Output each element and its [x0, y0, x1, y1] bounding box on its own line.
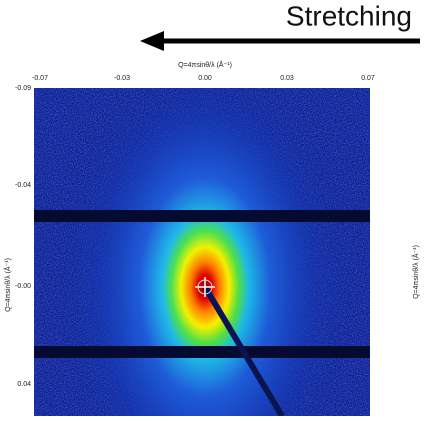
- second-panel-y-label: Q=4πsinθ/λ (Å⁻¹): [411, 245, 420, 299]
- x-tick-label: -0.03: [114, 75, 130, 82]
- y-tick-label: 0.04: [17, 381, 31, 388]
- x-tick-label: -0.07: [32, 75, 48, 82]
- x-tick-label: 0.07: [361, 75, 375, 82]
- y-tick-label: -0.04: [15, 182, 31, 189]
- scattering-pattern: [34, 88, 370, 416]
- x-tick-label: 0.00: [198, 75, 212, 82]
- y-tick-label: -0.09: [15, 85, 31, 92]
- title: Stretching: [286, 0, 412, 31]
- y-axis-label: Q=4πsinθ/λ (Å⁻¹): [3, 258, 12, 312]
- arrow-head: [140, 31, 164, 51]
- y-tick-label: -0.00: [15, 283, 31, 290]
- x-axis-label: Q=4πsinθ/λ (Å⁻¹): [178, 60, 232, 69]
- x-tick-label: 0.03: [280, 75, 294, 82]
